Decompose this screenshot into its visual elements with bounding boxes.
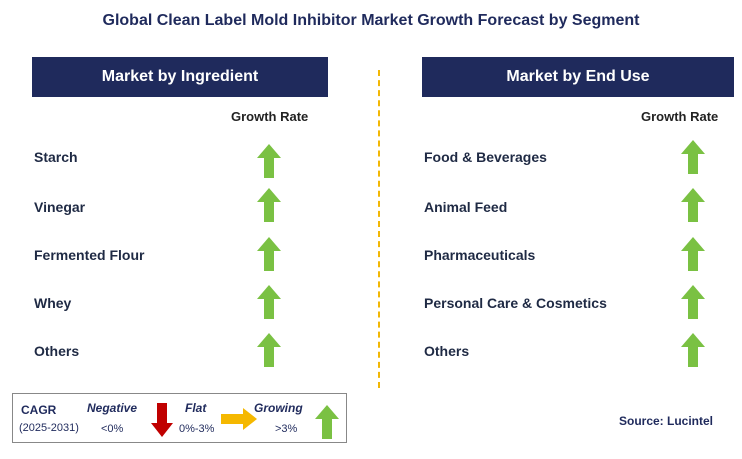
- legend-negative-label: Negative: [87, 401, 138, 415]
- end-use-panel: Market by End Use Growth Rate Food & Bev…: [422, 57, 734, 97]
- growing-arrow-icon: [681, 188, 705, 222]
- growing-arrow-icon: [257, 144, 281, 178]
- growing-arrow-icon: [681, 333, 705, 367]
- ingredient-item-label: Fermented Flour: [34, 247, 145, 263]
- ingredient-panel: Market by Ingredient Growth Rate Starch …: [32, 57, 328, 97]
- page-title: Global Clean Label Mold Inhibitor Market…: [102, 12, 640, 29]
- panel-divider: [378, 70, 380, 388]
- end-use-item-label: Food & Beverages: [424, 149, 547, 165]
- ingredient-item-label: Vinegar: [34, 199, 86, 215]
- legend-growing-label: Growing: [254, 401, 303, 415]
- growth-rate-label: Growth Rate: [231, 109, 309, 124]
- end-use-item-label: Pharmaceuticals: [424, 247, 536, 263]
- end-use-item-label: Animal Feed: [424, 199, 508, 215]
- legend-negative-value: <0%: [101, 423, 124, 435]
- growing-arrow-icon: [257, 237, 281, 271]
- growing-arrow-icon: [681, 140, 705, 174]
- growing-arrow-icon: [257, 285, 281, 319]
- ingredient-item-label: Whey: [34, 295, 72, 311]
- growing-arrow-icon: [257, 188, 281, 222]
- growing-arrow-icon: [257, 333, 281, 367]
- end-use-item-label: Others: [424, 343, 470, 359]
- legend-cagr-label: CAGR: [21, 403, 57, 417]
- growth-rate-label: Growth Rate: [641, 109, 719, 124]
- end-use-header: Market by End Use: [422, 57, 734, 97]
- ingredient-item-label: Others: [34, 343, 80, 359]
- growing-arrow-icon: [681, 237, 705, 271]
- ingredient-item-label: Starch: [34, 149, 78, 165]
- legend-growing-value: >3%: [275, 423, 298, 435]
- negative-arrow-icon: [151, 403, 173, 437]
- ingredient-header: Market by Ingredient: [32, 57, 328, 97]
- cagr-legend: CAGR (2025-2031) Negative <0% Flat 0%-3%…: [12, 393, 347, 443]
- growing-arrow-icon: [681, 285, 705, 319]
- legend-flat-value: 0%-3%: [179, 423, 215, 435]
- legend-period: (2025-2031): [19, 422, 79, 434]
- source-label: Source: Lucintel: [619, 414, 714, 428]
- end-use-item-label: Personal Care & Cosmetics: [424, 295, 607, 311]
- legend-flat-label: Flat: [185, 401, 207, 415]
- growing-arrow-icon: [315, 405, 339, 439]
- flat-arrow-icon: [221, 408, 257, 430]
